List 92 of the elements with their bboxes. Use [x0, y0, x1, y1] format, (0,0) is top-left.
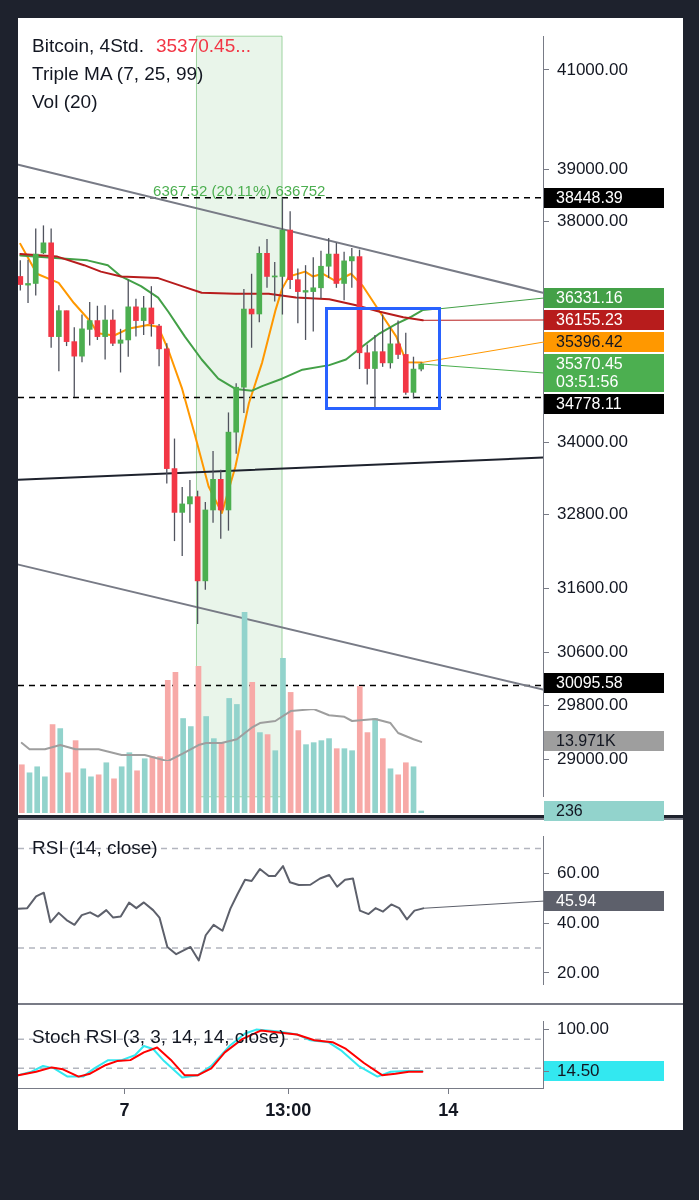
candlestick	[71, 326, 78, 398]
bar	[310, 742, 317, 813]
ref-line-label: 38448.39	[556, 188, 624, 207]
bar	[303, 744, 309, 813]
bar	[57, 728, 64, 813]
x-tick-label: 7	[119, 1099, 130, 1120]
annotation: Triple MA (7, 25, 99)	[32, 62, 205, 86]
bar	[272, 750, 279, 813]
chart-title: RSI (14, close)	[32, 837, 158, 858]
bar	[326, 738, 332, 813]
chart-title: Bitcoin, 4Std.	[32, 35, 144, 56]
candlestick	[379, 313, 386, 368]
y-tick-label: 32800.00	[557, 503, 628, 523]
text: 13.971K	[556, 732, 617, 751]
bar	[164, 680, 171, 813]
candlestick	[18, 259, 24, 292]
y-tick-label: 31600.00	[557, 578, 628, 598]
candlestick	[364, 343, 371, 386]
bar	[111, 778, 117, 813]
bar	[103, 762, 110, 813]
annotation: 35370.45 03:51:56	[556, 355, 624, 391]
candlestick	[395, 319, 401, 360]
bar	[372, 718, 378, 813]
candlestick	[179, 486, 186, 557]
candlestick	[109, 308, 116, 347]
bar	[211, 738, 217, 813]
y-tick-label: 20.00	[557, 962, 600, 982]
y-tick-label: 38000.00	[557, 210, 628, 230]
candlestick	[187, 479, 193, 524]
bar	[379, 738, 386, 813]
bar	[203, 716, 209, 813]
y-tick-label: 40.00	[557, 912, 600, 932]
candlestick	[310, 256, 317, 333]
candlestick	[295, 267, 301, 324]
y-tick-label: 29000.00	[557, 749, 628, 769]
candlestick	[325, 237, 332, 279]
candlestick	[133, 298, 139, 338]
annotation: 36331.16	[556, 289, 624, 307]
candlestick	[318, 250, 324, 300]
bar	[257, 732, 263, 813]
y-tick-label: 60.00	[557, 862, 600, 882]
candlestick	[86, 301, 93, 347]
bar	[226, 698, 233, 813]
candlestick	[348, 247, 355, 289]
bar	[34, 766, 41, 813]
candlestick	[25, 259, 31, 304]
bar	[157, 756, 163, 813]
bar	[403, 762, 409, 813]
candlestick	[156, 323, 162, 367]
candlestick	[264, 238, 270, 289]
bar	[349, 750, 355, 813]
y-tick-label: 100.00	[557, 1019, 609, 1039]
y-tick-label: 39000.00	[557, 159, 628, 179]
candlestick	[40, 224, 47, 255]
ref-line-label: 30095.58	[556, 674, 624, 693]
y-tick-label: 29800.00	[557, 694, 628, 714]
bar	[19, 764, 25, 813]
bar	[88, 776, 94, 813]
ref-line-label: 34778.11	[556, 395, 623, 413]
bar	[418, 810, 425, 813]
text: 236	[556, 801, 584, 820]
bar	[118, 766, 125, 813]
x-tick-label: 14	[438, 1099, 459, 1120]
band-label: 6367.52 (20.11%) 636752	[153, 182, 326, 200]
candlestick	[341, 251, 347, 301]
candlestick	[372, 334, 378, 408]
y-tick-label: 14.50	[557, 1060, 600, 1080]
bar	[395, 774, 401, 813]
bar	[180, 718, 186, 813]
y-tick-label: 41000.00	[557, 59, 628, 79]
bar	[141, 758, 148, 813]
bar	[42, 776, 48, 813]
y-tick-label: 34000.00	[557, 432, 628, 452]
bar	[333, 748, 340, 813]
bar	[356, 686, 363, 813]
bar	[280, 657, 286, 813]
bar	[234, 704, 240, 813]
bar	[295, 730, 302, 813]
annotation: 36155.23	[556, 311, 624, 329]
bar	[80, 768, 87, 813]
bar	[65, 772, 71, 813]
bar	[134, 770, 140, 813]
bar	[26, 772, 33, 813]
chart-subtitle: 35370.45...	[155, 35, 252, 56]
annotation: Vol (20)	[32, 90, 99, 114]
bar	[187, 726, 194, 813]
candlestick	[102, 304, 108, 361]
y-tick-label: 30600.00	[557, 642, 628, 662]
annotation: 45.94	[556, 892, 598, 911]
bar	[249, 682, 256, 813]
annotation: 35396.42	[556, 333, 624, 351]
x-tick-label: 13:00	[265, 1099, 312, 1120]
